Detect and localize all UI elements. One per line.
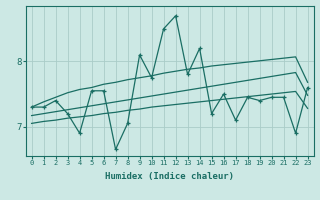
- X-axis label: Humidex (Indice chaleur): Humidex (Indice chaleur): [105, 172, 234, 181]
